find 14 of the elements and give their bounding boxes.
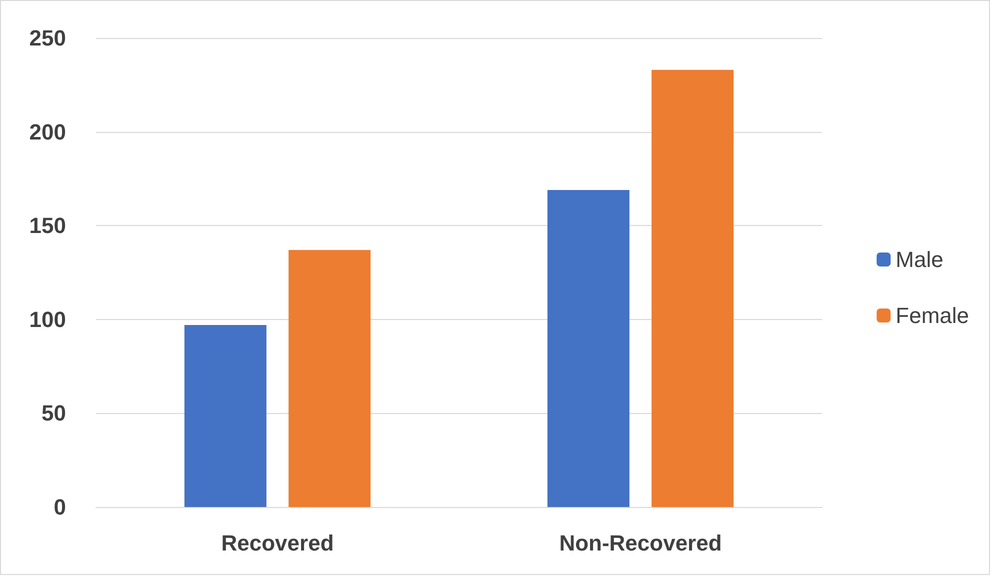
bar bbox=[547, 190, 630, 507]
bar bbox=[652, 70, 734, 507]
y-tick-label: 200 bbox=[29, 119, 66, 144]
y-tick-label: 250 bbox=[29, 26, 66, 50]
y-tick-label: 150 bbox=[29, 213, 66, 238]
x-tick-label: Non-Recovered bbox=[559, 530, 722, 556]
y-tick-label: 0 bbox=[54, 494, 66, 520]
bar bbox=[288, 250, 371, 507]
y-tick-label: 100 bbox=[29, 306, 66, 332]
bar bbox=[184, 325, 266, 507]
legend-label: Female bbox=[896, 303, 969, 328]
y-tick-label: 50 bbox=[42, 400, 66, 426]
x-tick-label: Recovered bbox=[221, 530, 334, 556]
legend-label: Male bbox=[896, 247, 944, 272]
